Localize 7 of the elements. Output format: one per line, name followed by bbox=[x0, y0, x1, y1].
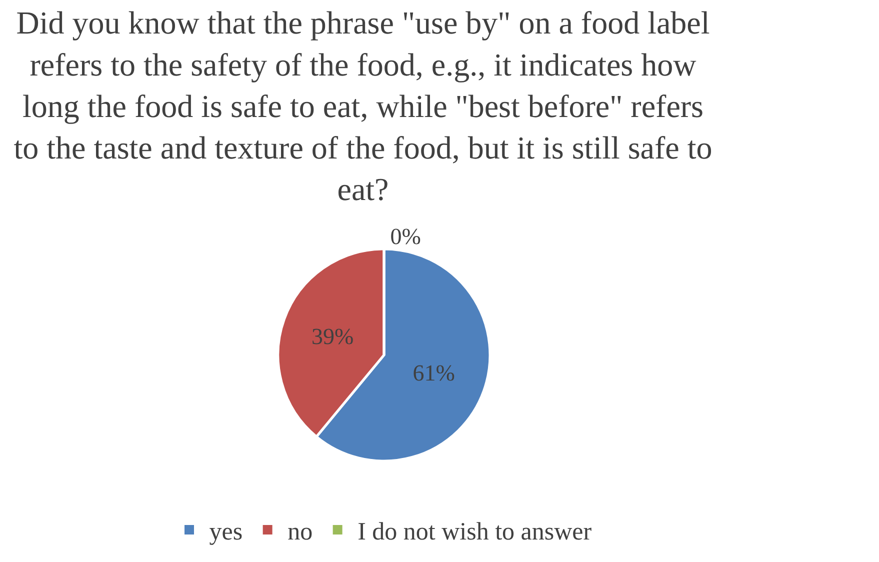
text: 0% bbox=[390, 224, 421, 249]
legend-label: yes bbox=[209, 518, 243, 546]
legend-label: I do not wish to answer bbox=[358, 518, 592, 546]
data-label: 39% bbox=[312, 324, 354, 349]
legend-label: no bbox=[288, 518, 313, 546]
data-label: 61% bbox=[412, 360, 455, 386]
chart-title: Did you know that the phrase "use by" on a food label refers to the safety of the food, e.g., it indicates how long the food is safe to eat, while "best before" refers to the taste and texture of the food, but it is still safe to eat? bbox=[14, 4, 712, 208]
